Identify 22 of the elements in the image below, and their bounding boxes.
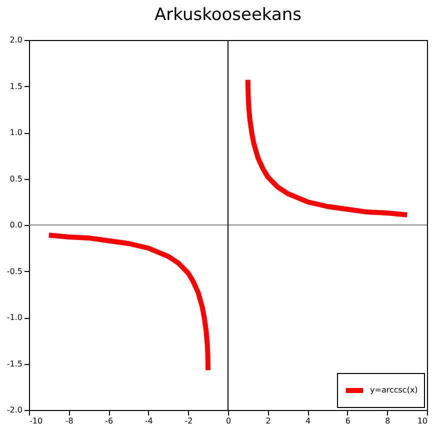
y-tick-label: 1.0 bbox=[10, 128, 22, 137]
x-tick-label: 4 bbox=[306, 416, 311, 426]
x-tick-label: -4 bbox=[144, 416, 153, 426]
x-tick-label: -2 bbox=[184, 416, 193, 426]
x-tick-label: 0 bbox=[226, 416, 232, 426]
x-tick-label: 2 bbox=[266, 416, 271, 426]
x-tick-label: 6 bbox=[345, 416, 350, 426]
y-tick-label: 2.0 bbox=[10, 36, 22, 44]
x-tick-label: -8 bbox=[65, 416, 74, 426]
y-tick-label: -2.0 bbox=[6, 406, 22, 414]
y-tick-label: 0.0 bbox=[10, 220, 22, 230]
y-tick-label: 0.5 bbox=[10, 174, 22, 184]
chart-title: Arkuskooseekans bbox=[154, 5, 302, 25]
y-tick-label: -1.5 bbox=[6, 359, 22, 368]
y-tick-label: 1.5 bbox=[10, 82, 22, 91]
x-tick-label: 10 bbox=[417, 416, 428, 426]
x-tick-label: 8 bbox=[385, 416, 390, 426]
x-tick-label: -10 bbox=[30, 416, 43, 426]
legend-label: y=arccsc(x) bbox=[370, 386, 418, 394]
y-tick-label: -1.0 bbox=[6, 313, 22, 322]
x-tick-label: -6 bbox=[105, 416, 114, 426]
y-tick-label: -0.5 bbox=[6, 266, 22, 276]
